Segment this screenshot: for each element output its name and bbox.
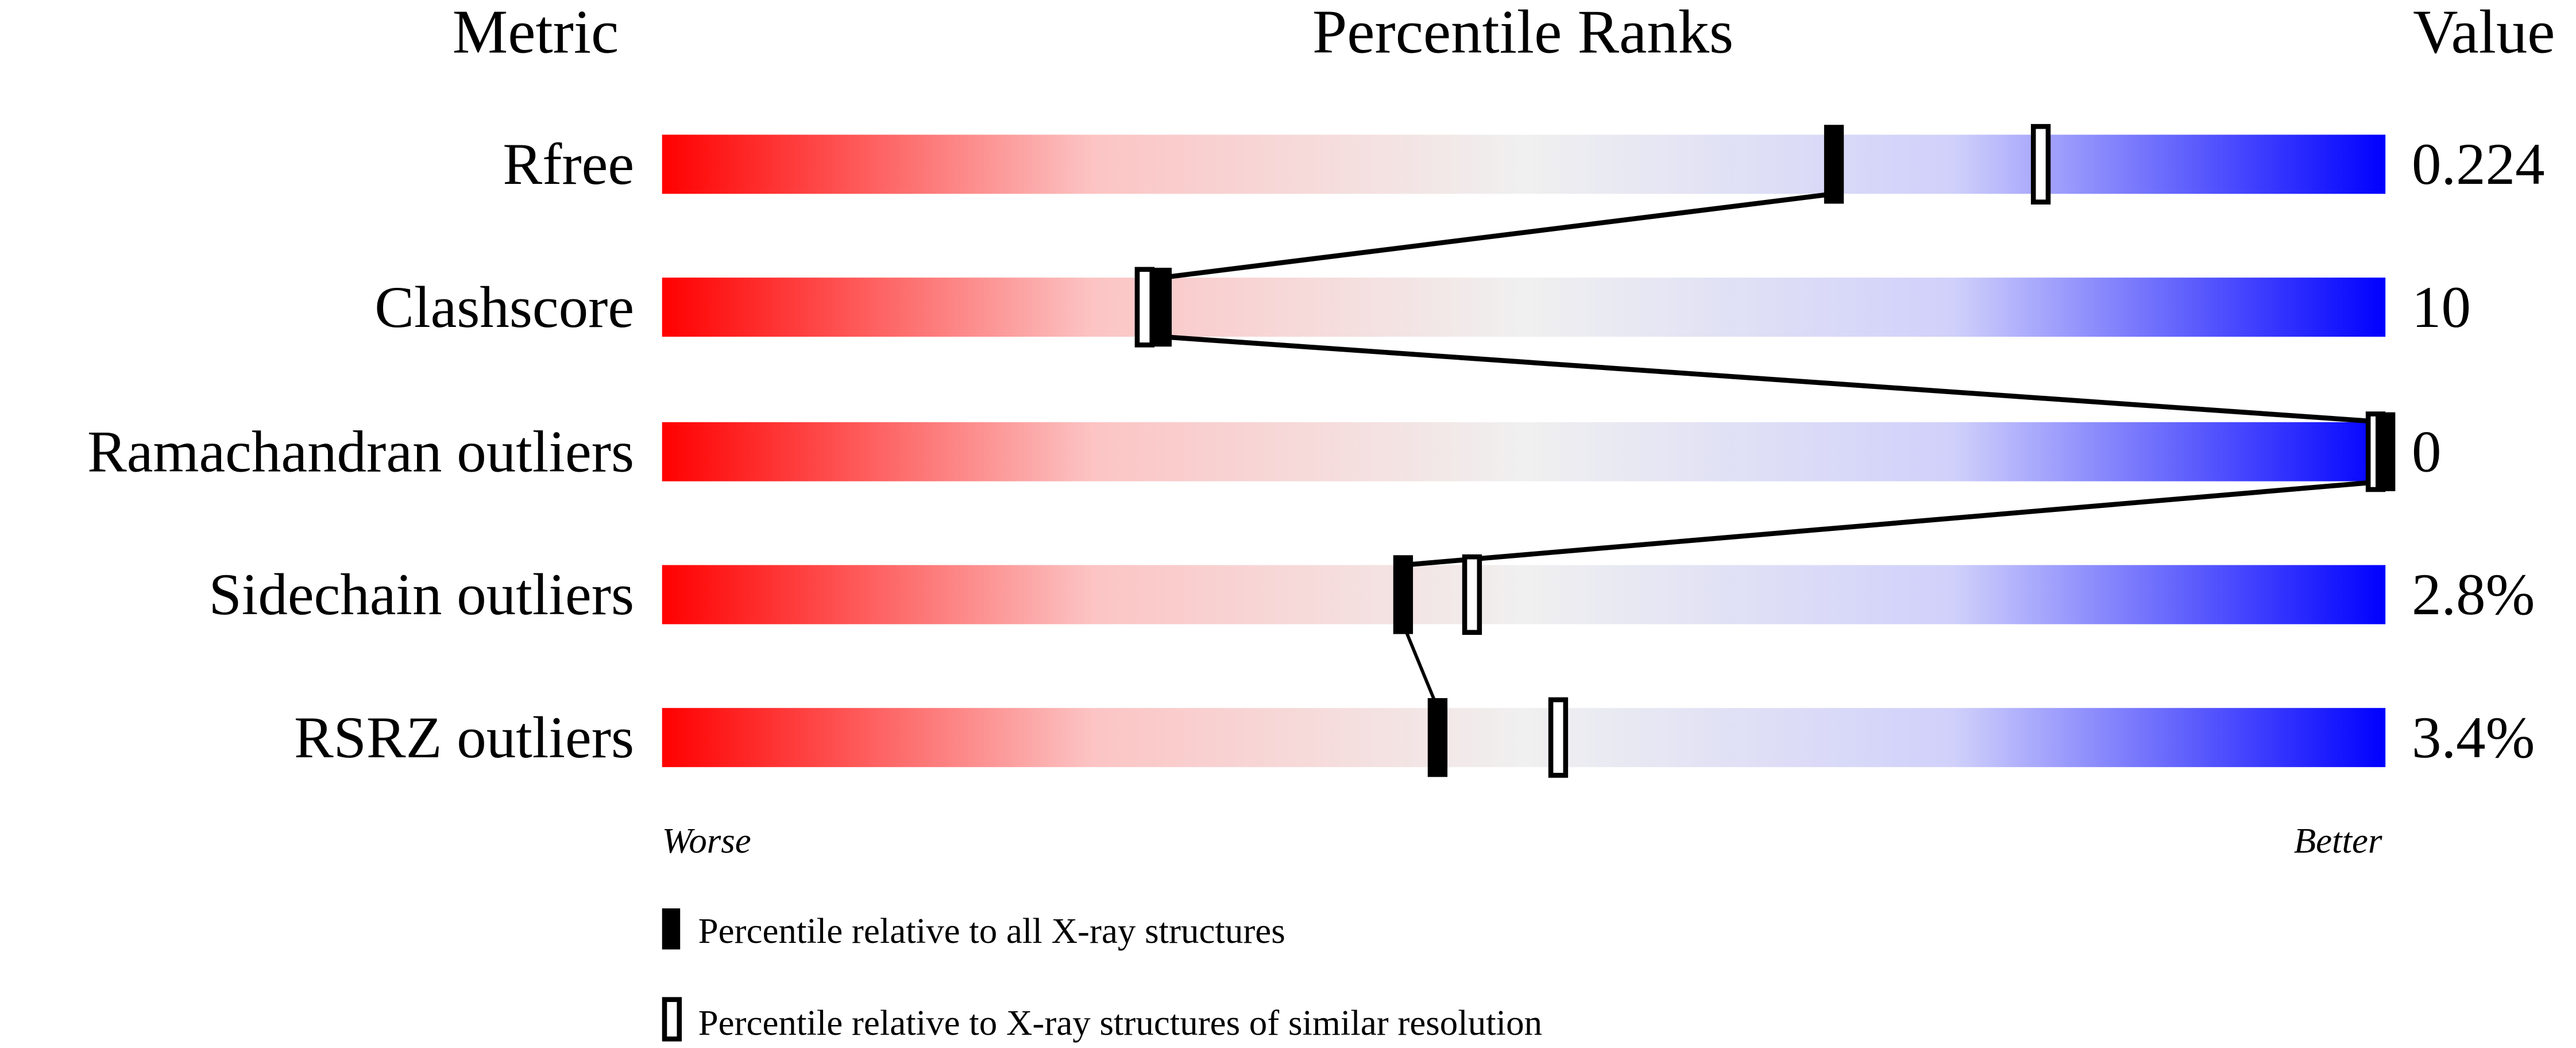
metric-value: 3.4% [2412, 705, 2535, 770]
connector-line [1403, 479, 2386, 568]
axis-worse-label: Worse [662, 820, 751, 861]
percentile-bar [662, 565, 2386, 625]
marker-all-structures [1393, 555, 1413, 634]
metric-value: 2.8% [2412, 562, 2535, 627]
metric-name: Clashscore [374, 275, 634, 340]
metric-name: Ramachandran outliers [87, 419, 634, 485]
percentile-bar [662, 134, 2386, 194]
header-metric: Metric [453, 0, 619, 66]
legend-filled-marker [662, 908, 681, 950]
connector-line [1161, 191, 1835, 280]
legend-filled-label: Percentile relative to all X-ray structu… [698, 911, 1285, 951]
percentile-bar [662, 708, 2386, 768]
header-percentile-ranks: Percentile Ranks [1312, 0, 1733, 66]
marker-similar-resolution [1548, 697, 1569, 778]
metric-row: Rfree 0.224 [503, 132, 2544, 197]
connector-line [1161, 334, 2386, 425]
connector-line [1401, 623, 1439, 709]
marker-similar-resolution [2030, 124, 2051, 205]
percentile-bar [662, 422, 2386, 481]
marker-similar-resolution [1462, 554, 1482, 635]
percentile-bar [662, 278, 2386, 337]
metric-value: 0 [2412, 419, 2441, 485]
marker-all-structures [1152, 268, 1172, 347]
metric-row: Ramachandran outliers 0 [87, 419, 2441, 485]
legend-open-label: Percentile relative to X-ray structures … [698, 1003, 1542, 1043]
marker-all-structures [1824, 125, 1844, 204]
axis-better-label: Better [2294, 820, 2382, 861]
metric-value: 10 [2412, 275, 2471, 340]
legend-open-marker [662, 997, 682, 1042]
marker-all-structures [2376, 412, 2396, 491]
marker-all-structures [1427, 698, 1448, 777]
metric-name: Sidechain outliers [208, 562, 634, 627]
metric-name: Rfree [503, 132, 634, 197]
header-value: Value [2413, 0, 2555, 66]
metric-row: RSRZ outliers 3.4% [294, 705, 2535, 770]
metric-row: Clashscore 10 [374, 275, 2471, 340]
metric-name: RSRZ outliers [294, 705, 634, 770]
metric-row: Sidechain outliers 2.8% [208, 562, 2535, 627]
metric-value: 0.224 [2412, 132, 2545, 197]
marker-similar-resolution [1134, 267, 1155, 348]
